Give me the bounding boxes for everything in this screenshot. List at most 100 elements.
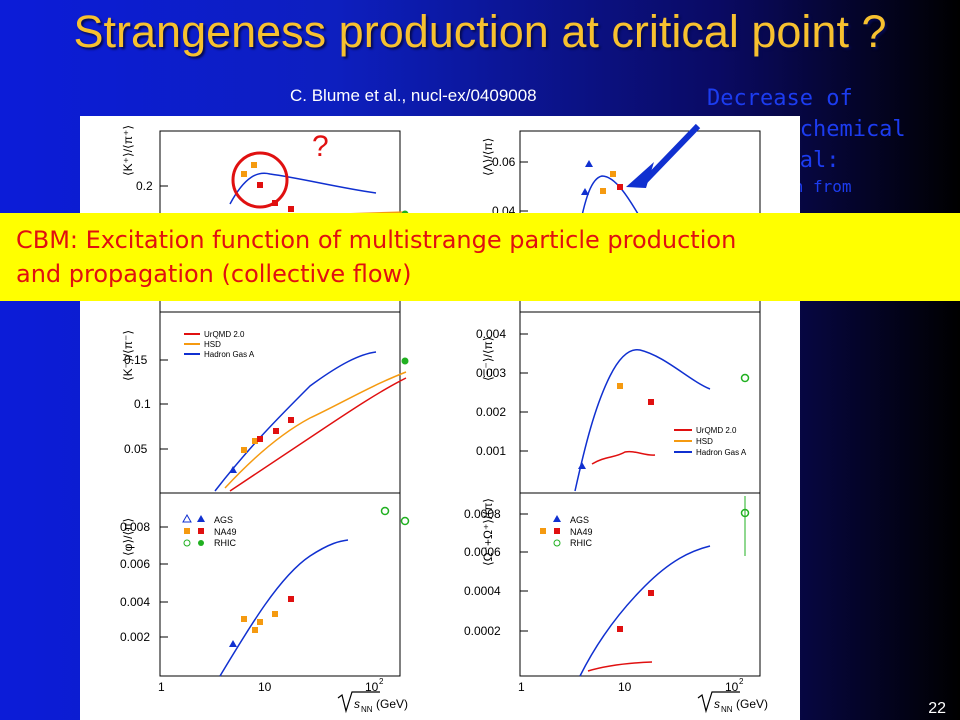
left-xaxis-tick-1: 1: [158, 680, 165, 694]
note-line-1: Decrease of: [707, 86, 853, 111]
citation: C. Blume et al., nucl-ex/0409008: [290, 86, 537, 105]
kplus-ylabel: ⟨K⁺⟩/⟨π⁺⟩: [121, 125, 135, 176]
omega-legend-na49-red: [554, 528, 560, 534]
phi-na49-point: [272, 611, 278, 617]
omega-tick-2: 0.0004: [464, 584, 501, 598]
omega-hadron-gas-curve: [579, 545, 711, 677]
phi-legend-rhic-filled: [198, 540, 204, 546]
kplus-hadron-gas-curve: [229, 172, 377, 205]
phi-legend-ags-open: [182, 513, 192, 523]
kplus-na49-point: [288, 206, 294, 212]
slide-title: Strangeness production at critical point…: [73, 6, 887, 57]
omega-na49-point: [648, 590, 654, 596]
left-xaxis-label: s: [354, 697, 360, 711]
left-xaxis-exp: 2: [379, 677, 384, 686]
lambda-hadron-gas-curve: [577, 175, 646, 237]
lambda-ylabel: ⟨Λ⟩/⟨π⟩: [481, 138, 495, 176]
left-xaxis-tick-100: 10: [365, 680, 379, 694]
xi-ylabel: ⟨Ξ⁻⟩/⟨π⟩: [481, 337, 495, 381]
kminus-legend-urqmd: UrQMD 2.0: [204, 330, 245, 339]
kminus-rhic-point: [401, 357, 409, 365]
left-xaxis-tick-10: 10: [258, 680, 272, 694]
omega-legend-ags-filled: [553, 515, 561, 522]
lambda-tick-0: 0.06: [492, 155, 516, 169]
xi-na49-point: [648, 399, 654, 405]
right-xaxis-tick-100: 10: [725, 680, 739, 694]
phi-na49-point: [241, 616, 247, 622]
omega-legend-na49-orange: [540, 528, 546, 534]
kminus-tick-2: 0.05: [124, 442, 148, 456]
right-xaxis-exp: 2: [739, 677, 744, 686]
lambda-ags-point: [581, 188, 589, 195]
phi-tick-1: 0.006: [120, 557, 150, 571]
kminus-na49-point: [288, 417, 294, 423]
left-xaxis-unit: (GeV): [376, 697, 408, 711]
kminus-na49-point: [252, 438, 258, 444]
xi-tick-2: 0.002: [476, 405, 506, 419]
phi-legend-na49-orange: [184, 528, 190, 534]
kminus-hsd-curve: [224, 371, 407, 489]
kminus-tick-0: 0.15: [124, 353, 148, 367]
kplus-na49-point: [257, 182, 263, 188]
xi-legend-urqmd: UrQMD 2.0: [696, 426, 737, 435]
omega-na49-point: [617, 626, 623, 632]
arrow-shaft: [642, 123, 701, 184]
phi-legend-na49-red: [198, 528, 204, 534]
lambda-na49-point: [610, 171, 616, 177]
xi-legend-hadron-gas: Hadron Gas A: [696, 448, 747, 457]
left-sqrt-symbol: [337, 691, 380, 714]
xi-ags-point: [578, 462, 586, 469]
phi-na49-point: [288, 596, 294, 602]
phi-tick-3: 0.002: [120, 630, 150, 644]
omega-tick-0: 0.0008: [464, 507, 501, 521]
cbm-banner: CBM: Excitation function of multistrange…: [0, 213, 960, 301]
right-sqrt-symbol: [697, 691, 740, 714]
kminus-na49-point: [273, 428, 279, 434]
kminus-ylabel: ⟨K⁻⟩/⟨π⁻⟩: [121, 330, 135, 381]
kminus-legend-hsd: HSD: [204, 340, 221, 349]
banner-line-2: and propagation (collective flow): [16, 260, 412, 288]
phi-hadron-gas-curve: [219, 539, 349, 677]
omega-urqmd-curve: [587, 661, 653, 672]
kplus-na49-point: [251, 162, 257, 168]
excitation-function-plots: ⟨K⁺⟩/⟨π⁺⟩ 0.2 ⟨Λ⟩/⟨π⟩ 0.06 0.04 ⟨K⁻⟩/⟨π⁻…: [120, 123, 768, 714]
xi-tick-3: 0.001: [476, 444, 506, 458]
kminus-hadron-gas-curve: [214, 351, 377, 492]
omega-tick-3: 0.0002: [464, 624, 501, 638]
phi-legend-ags: AGS: [214, 515, 233, 525]
phi-tick-0: 0.008: [120, 520, 150, 534]
right-xaxis-label-sub: NN: [721, 705, 733, 714]
figure-panel: ⟨K⁺⟩/⟨π⁺⟩ 0.2 ⟨Λ⟩/⟨π⟩ 0.06 0.04 ⟨K⁻⟩/⟨π⁻…: [80, 116, 800, 720]
lambda-na49-point: [600, 188, 606, 194]
omega-legend-na49: NA49: [570, 527, 593, 537]
kplus-na49-point: [241, 171, 247, 177]
question-mark: ?: [312, 130, 329, 163]
lambda-ags-point: [585, 160, 593, 167]
kminus-ags-point: [229, 466, 237, 473]
xi-tick-1: 0.003: [476, 366, 506, 380]
xi-hadron-gas-curve: [574, 348, 711, 492]
xi-na49-point: [617, 383, 623, 389]
omega-legend-rhic: RHIC: [570, 538, 592, 548]
kplus-tick-0: 0.2: [136, 179, 153, 193]
phi-legend-rhic: RHIC: [214, 538, 236, 548]
phi-ags-point: [229, 640, 237, 647]
kplus-na49-point: [272, 200, 278, 206]
kminus-legend-hadron-gas: Hadron Gas A: [204, 350, 255, 359]
phi-ylabel: ⟨φ⟩/⟨π⟩: [121, 518, 135, 556]
kminus-na49-point: [257, 436, 263, 442]
omega-ylabel: ⟨Ω⁻+Ω⁺⟩/⟨π⟩: [481, 498, 495, 566]
right-xaxis-unit: (GeV): [736, 697, 768, 711]
phi-rhic-point: [380, 506, 390, 516]
xi-urqmd-curve: [591, 450, 656, 465]
omega-legend-ags: AGS: [570, 515, 589, 525]
phi-rhic-point: [400, 516, 410, 526]
phi-tick-2: 0.004: [120, 595, 150, 609]
arrow-head: [626, 162, 654, 188]
right-column-frame: [519, 130, 761, 677]
kminus-tick-1: 0.1: [134, 397, 151, 411]
kplus-highlight-circle: [231, 151, 289, 209]
phi-na49-point: [257, 619, 263, 625]
right-xaxis-tick-10: 10: [618, 680, 632, 694]
xi-tick-0: 0.004: [476, 327, 506, 341]
